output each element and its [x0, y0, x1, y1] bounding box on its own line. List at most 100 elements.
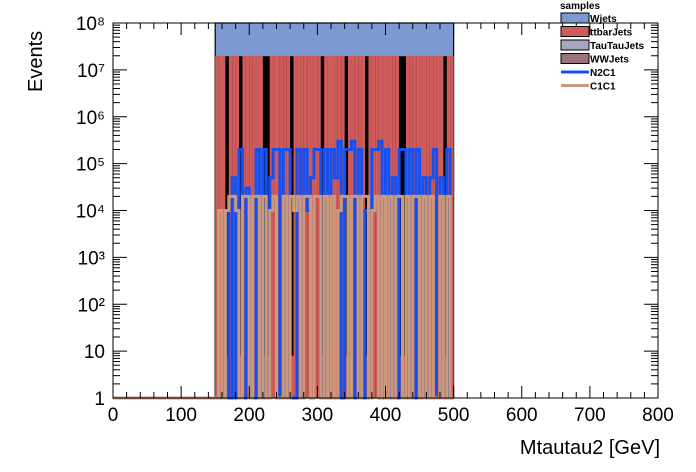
ttbar-bin: [351, 55, 355, 398]
legend-label: WWJets: [590, 55, 629, 66]
x-tick-label: 0: [108, 405, 119, 426]
ttbar-bin: [320, 355, 325, 398]
n2c1-line: [113, 139, 454, 400]
ttbar-bin: [378, 55, 383, 398]
legend-label: N2C1: [590, 68, 616, 79]
ttbar-bin: [422, 55, 427, 398]
ttbar-bin: [225, 355, 229, 398]
ttbar-bin: [327, 55, 331, 398]
y-axis-title: Events: [25, 31, 47, 92]
ttbar-bin: [296, 55, 301, 398]
ttbar-bin: [266, 355, 270, 398]
ttbar-bin: [256, 55, 260, 398]
ttbar-bin: [412, 55, 417, 398]
x-tick-label: 100: [165, 405, 197, 426]
ttbar-bin: [416, 55, 420, 398]
ttbar-bin: [344, 355, 349, 398]
ttbar-bin: [259, 55, 263, 398]
ttbar-bin: [429, 55, 434, 398]
axis-ticks: [112, 22, 659, 399]
x-tick-label: 200: [233, 405, 265, 426]
ttbar-bin: [443, 355, 447, 398]
ttbar-bin: [361, 55, 366, 398]
legend-label: TauTauJets: [590, 41, 645, 52]
ttbar-bin: [409, 55, 413, 398]
legend-swatch: [560, 12, 590, 24]
ttbar-bin: [446, 55, 451, 398]
ttbar-bin: [324, 55, 328, 398]
ttbar-bin: [440, 55, 444, 398]
ttbar-bin: [402, 355, 406, 398]
ttbar-bin: [273, 55, 277, 398]
ttbar-bin: [249, 55, 253, 398]
ttbar-bin: [354, 55, 359, 398]
y-tick-label: 10: [84, 342, 105, 363]
ttbar-bin: [331, 55, 335, 398]
x-tick-label: 700: [574, 405, 606, 426]
ttbar-bin: [317, 55, 321, 398]
ttbar-bin: [436, 55, 440, 398]
ttbar-bin: [269, 55, 274, 398]
ttbar-bin: [286, 55, 291, 398]
x-tick-label: 300: [302, 405, 334, 426]
ttbar-bin: [310, 55, 314, 398]
ttbar-bin: [262, 355, 267, 398]
ttbar-bin: [307, 55, 311, 398]
ttbar-bin: [218, 55, 222, 398]
legend-title: samples: [560, 1, 600, 12]
ttbar-bin: [337, 55, 342, 398]
legend-swatch: [560, 53, 590, 64]
ttbar-bin: [222, 55, 226, 398]
x-tick-label: 500: [438, 405, 470, 426]
ttbar-bin: [293, 55, 297, 398]
ttbar-bin: [239, 355, 243, 398]
ttbar-bin: [228, 55, 233, 398]
ttbar-bin: [395, 55, 400, 398]
ttbar-bin: [371, 55, 376, 398]
ttbar-bin: [276, 55, 280, 398]
ttbar-bin: [368, 55, 372, 398]
y-tick-label: 10⁸: [76, 14, 105, 35]
ttbar-bin: [399, 355, 403, 398]
ttbar-bin: [358, 55, 362, 398]
legend-label: C1C1: [590, 82, 616, 93]
y-tick-label: 10⁷: [77, 61, 105, 82]
ttbar-bin: [334, 55, 338, 398]
ttbar-bin: [300, 55, 304, 398]
y-tick-label: 10³: [78, 248, 105, 269]
ttbar-bin: [290, 355, 294, 398]
legend: samples Wjets ttbarJets TauTauJets WWJets N2…: [560, 1, 645, 93]
y-tick-label: 1: [94, 389, 105, 410]
y-tick-label: 10²: [78, 295, 105, 316]
ttbar-bin: [215, 55, 219, 398]
ttbar-bin: [245, 55, 250, 398]
ttbar-bin: [382, 55, 386, 398]
ttbar-bin: [232, 55, 236, 398]
x-tick-label: 800: [642, 405, 674, 426]
tick-labels: 0 100 200 300 400 500 600 700 800 1 10 10² 10³ 10⁴ 10⁵…: [76, 14, 674, 426]
ttbar-bin: [235, 55, 240, 398]
ttbar-bin: [405, 55, 410, 398]
ttbar-bin: [303, 55, 308, 398]
y-tick-label: 10⁶: [76, 108, 105, 129]
ttbar-bin: [433, 55, 437, 398]
ttbar-bin: [252, 55, 257, 398]
ttbar-bin: [348, 55, 352, 398]
ttbar-bin: [450, 55, 454, 398]
ttbar-bin: [279, 55, 284, 398]
legend-swatch: [560, 39, 590, 51]
ttbar-bin: [388, 55, 393, 398]
signal-histogram-lines: [113, 139, 454, 400]
ttbar-bin: [341, 55, 345, 398]
legend-swatch: [560, 26, 590, 37]
legend-label: ttbarJets: [590, 28, 633, 39]
ttbar-bin: [375, 55, 379, 398]
x-axis-title: Mtautau2 [GeV]: [520, 437, 660, 459]
ttbar-bin: [419, 55, 423, 398]
ttbar-bin: [283, 55, 287, 398]
y-tick-label: 10⁵: [76, 155, 105, 176]
y-tick-label: 10⁴: [76, 202, 105, 223]
x-tick-label: 400: [370, 405, 402, 426]
ttbar-bin: [242, 55, 246, 398]
